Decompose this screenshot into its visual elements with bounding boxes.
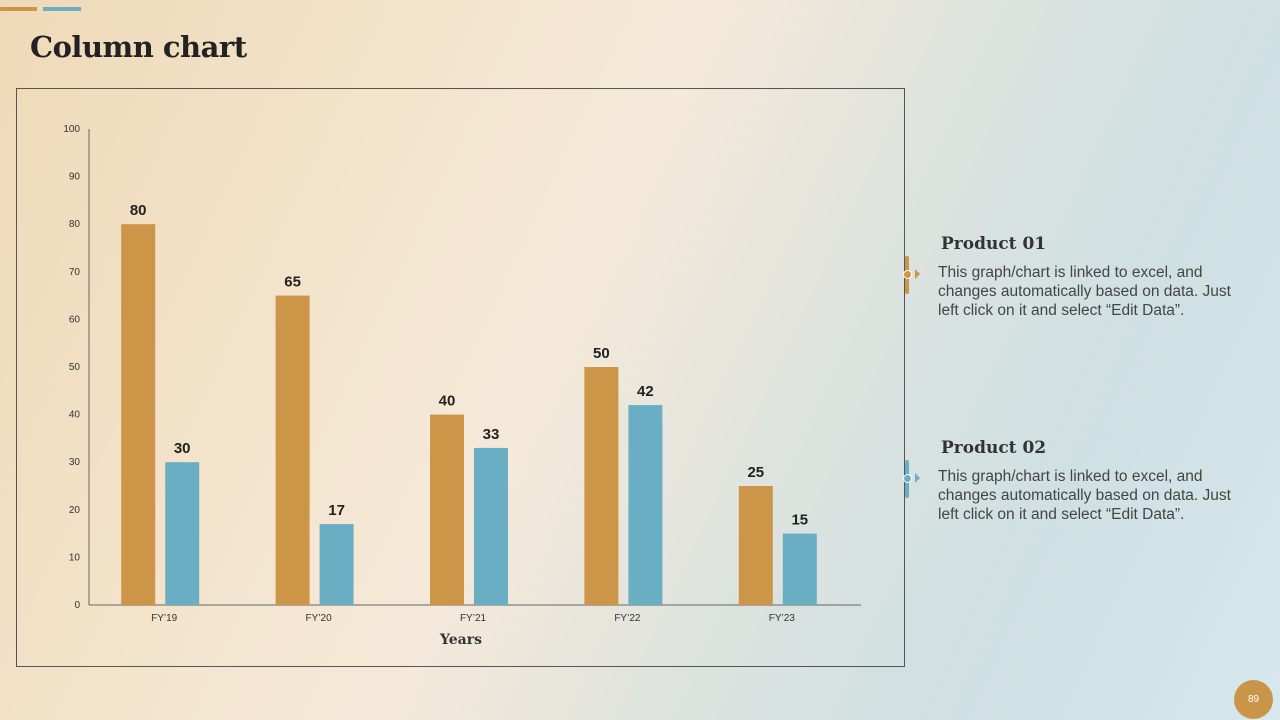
- legend-heading: Product 02: [941, 438, 1047, 458]
- y-tick-label: 50: [69, 362, 81, 373]
- bar-2[interactable]: [165, 462, 200, 605]
- x-axis: FY’19 FY’20 FY’21 FY’22 FY’23: [89, 604, 861, 624]
- data-label: 50: [593, 345, 610, 362]
- data-label: 15: [791, 512, 808, 529]
- accent-bar-blue: [43, 7, 81, 11]
- y-tick-label: 20: [69, 505, 81, 516]
- y-tick-label: 10: [69, 552, 81, 563]
- y-tick-label: 80: [69, 219, 81, 230]
- bar-1[interactable]: [121, 224, 156, 605]
- chart-frame[interactable]: 0 10 20 30 40 50 60 70 80 90 100 FY’19 FY’20 FY’21 FY…: [16, 88, 905, 667]
- x-tick-label: FY’23: [769, 613, 796, 624]
- bar-1[interactable]: [738, 486, 773, 605]
- bar-2[interactable]: [628, 405, 663, 605]
- y-tick-label: 60: [69, 314, 81, 325]
- y-tick-label: 0: [74, 600, 80, 611]
- y-tick-label: 90: [69, 172, 81, 183]
- legend-heading: Product 01: [941, 234, 1047, 254]
- data-label: 17: [328, 502, 345, 519]
- x-tick-label: FY’21: [460, 613, 487, 624]
- y-axis: 0 10 20 30 40 50 60 70 80 90 100: [63, 124, 90, 611]
- bar-2[interactable]: [474, 447, 508, 605]
- data-label: 42: [637, 383, 654, 400]
- y-tick-label: 40: [69, 410, 81, 421]
- data-label: 30: [174, 440, 191, 457]
- data-label: 40: [439, 393, 456, 410]
- timeline-marker-icon: [902, 256, 922, 296]
- x-tick-label: FY’22: [614, 613, 641, 624]
- page-number-badge: 89: [1234, 680, 1273, 719]
- data-label: 33: [483, 426, 500, 443]
- bar-2[interactable]: [319, 524, 354, 605]
- y-tick-label: 70: [69, 267, 81, 278]
- bar-1[interactable]: [430, 414, 464, 605]
- bars: [121, 224, 817, 605]
- slide-title: Column chart: [30, 30, 247, 64]
- y-tick-label: 30: [69, 457, 81, 468]
- bar-1[interactable]: [275, 295, 310, 605]
- timeline-marker-icon: [902, 460, 922, 500]
- legend-description: This graph/chart is linked to excel, and…: [938, 264, 1231, 319]
- legend-description: This graph/chart is linked to excel, and…: [938, 468, 1231, 523]
- accent-bar-orange: [0, 7, 37, 11]
- data-label: 80: [130, 202, 147, 219]
- data-labels: 80 30 65 17 40 33 50 42 25 15: [130, 202, 808, 528]
- x-tick-label: FY’19: [151, 613, 178, 624]
- x-tick-label: FY’20: [306, 613, 333, 624]
- y-tick-label: 100: [63, 124, 80, 135]
- x-axis-title: Years: [439, 632, 482, 648]
- data-label: 25: [747, 464, 764, 481]
- data-label: 65: [284, 274, 301, 291]
- bar-1[interactable]: [584, 367, 619, 605]
- bar-2[interactable]: [782, 533, 817, 605]
